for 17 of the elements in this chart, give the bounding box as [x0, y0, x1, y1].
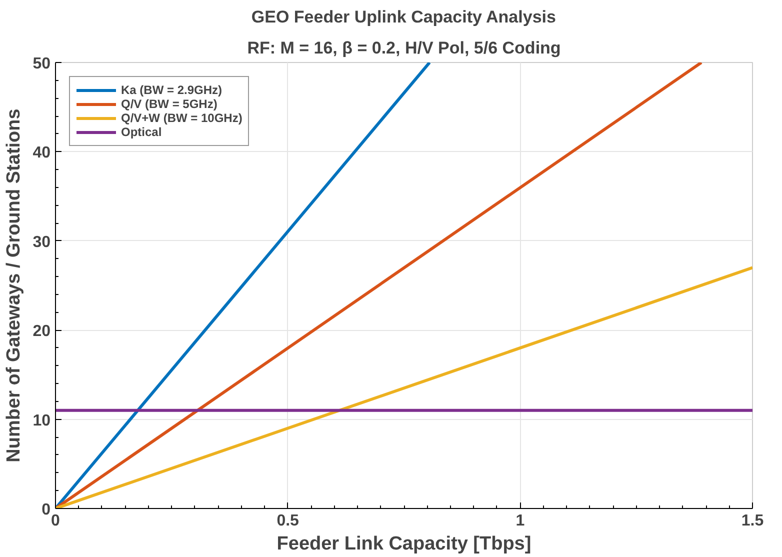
- y-axis-title: Number of Gateways / Ground Stations: [4, 108, 25, 462]
- legend-label: Q/V+W (BW = 10GHz): [121, 111, 242, 125]
- x-tick-label: 0.5: [276, 512, 300, 530]
- y-tick-label: 0: [42, 502, 51, 518]
- x-tick-label: 1: [516, 512, 525, 530]
- y-tick-label: 10: [32, 412, 51, 430]
- chart-title: GEO Feeder Uplink Capacity Analysis: [251, 8, 556, 26]
- x-tick-label: 1.5: [741, 512, 764, 530]
- chart-subtitle: RF: M = 16, β = 0.2, H/V Pol, 5/6 Coding: [247, 38, 561, 58]
- x-axis-title: Feeder Link Capacity [Tbps]: [276, 534, 532, 554]
- legend-label: Q/V (BW = 5GHz): [121, 97, 218, 111]
- legend-label: Ka (BW = 2.9GHz): [121, 83, 222, 97]
- y-tick-label: 30: [32, 234, 51, 251]
- y-tick-label: 50: [32, 56, 51, 72]
- y-tick-label: 40: [32, 144, 51, 162]
- y-tick-label: 20: [32, 323, 51, 340]
- legend-label: Optical: [121, 125, 162, 139]
